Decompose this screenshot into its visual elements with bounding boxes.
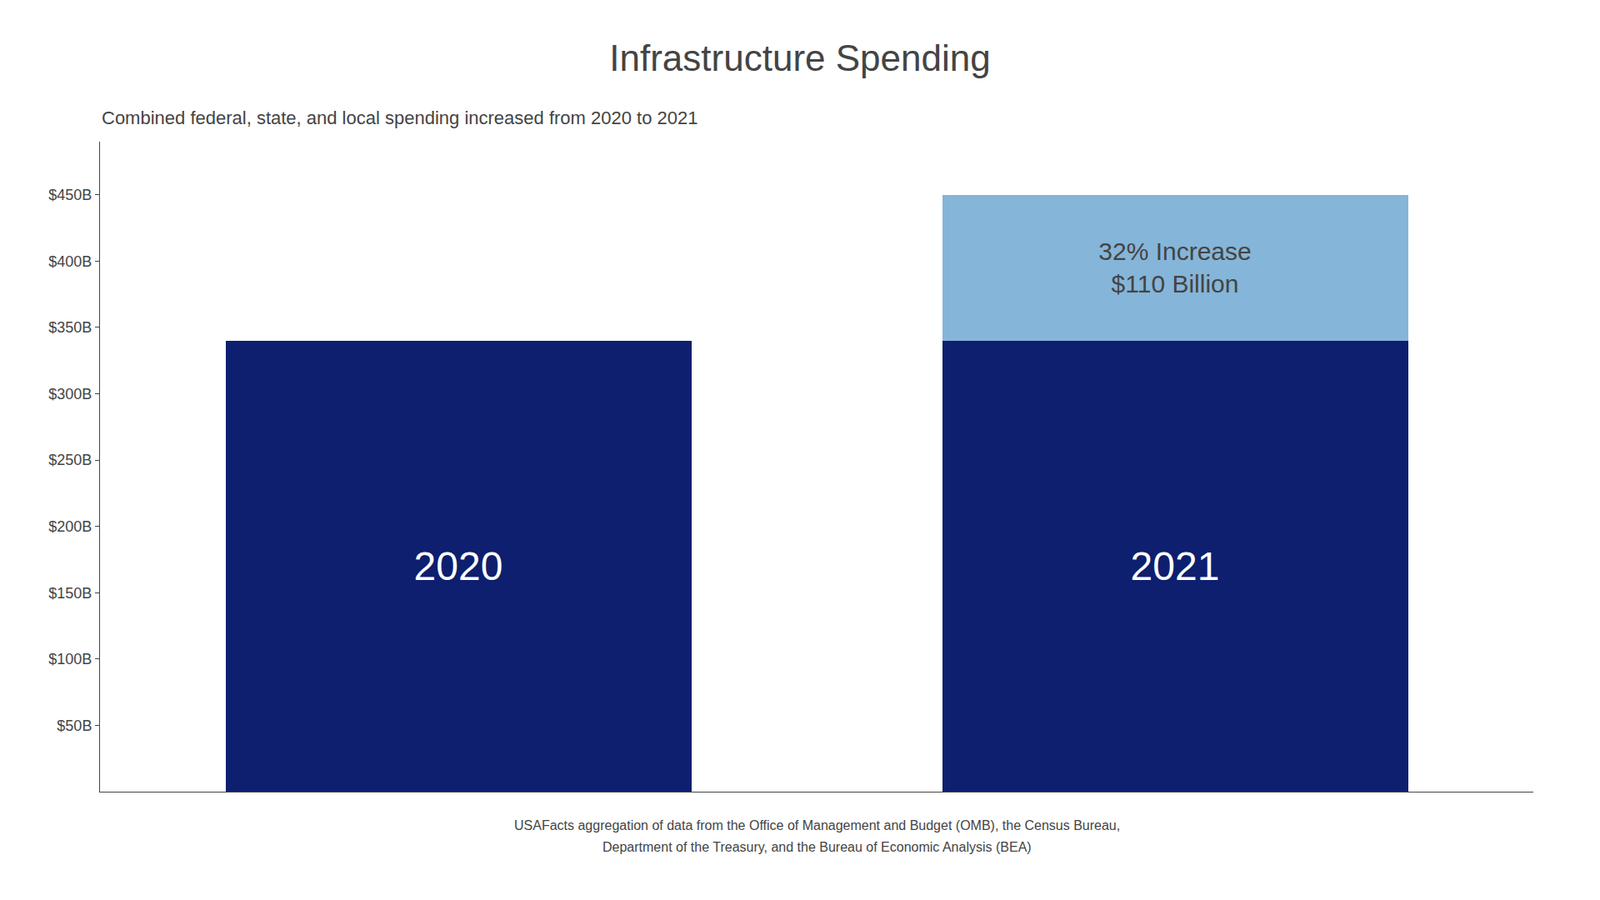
svg-text:USAFacts aggregation of data f: USAFacts aggregation of data from the Of…: [514, 818, 1120, 833]
svg-text:$200B: $200B: [48, 518, 92, 535]
svg-text:Department of the Treasury, an: Department of the Treasury, and the Bure…: [602, 840, 1032, 855]
svg-text:$450B: $450B: [48, 186, 92, 204]
svg-text:$250B: $250B: [48, 451, 92, 469]
svg-text:Infrastructure Spending: Infrastructure Spending: [609, 37, 990, 79]
svg-text:$350B: $350B: [48, 319, 92, 336]
svg-text:$50B: $50B: [56, 717, 92, 735]
svg-text:2021: 2021: [1130, 544, 1220, 589]
svg-text:$100B: $100B: [48, 650, 92, 668]
svg-text:$300B: $300B: [48, 385, 92, 403]
svg-text:Combined federal, state, and l: Combined federal, state, and local spend…: [101, 107, 698, 129]
svg-text:$400B: $400B: [48, 253, 92, 270]
svg-text:2020: 2020: [414, 544, 504, 589]
svg-text:32% Increase$110 Billion: 32% Increase$110 Billion: [1098, 237, 1251, 298]
svg-text:$150B: $150B: [48, 585, 92, 602]
